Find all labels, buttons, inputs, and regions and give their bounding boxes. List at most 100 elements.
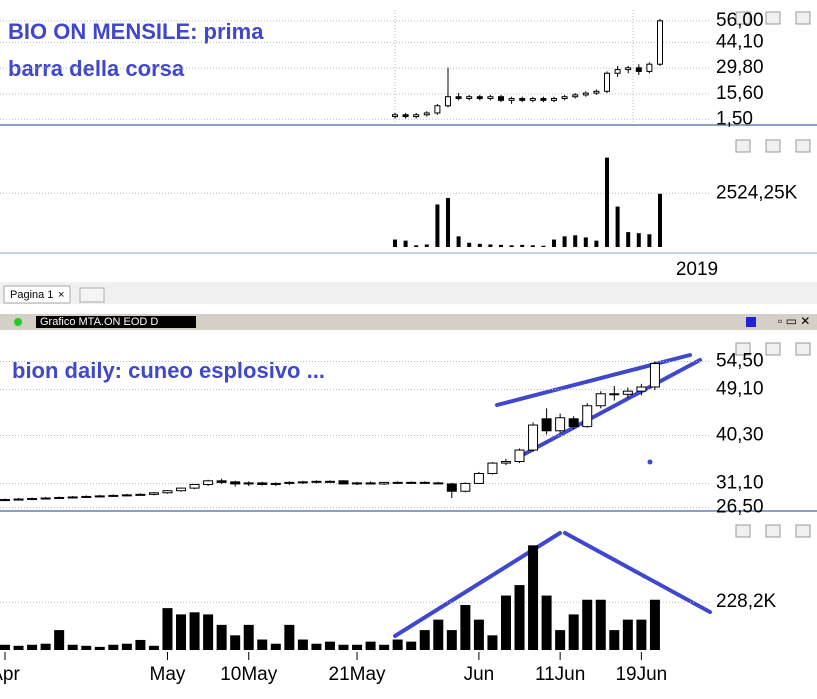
volume-bar [0, 644, 10, 650]
candle-body [541, 418, 552, 432]
candle-body [148, 492, 159, 495]
panel-button[interactable] [795, 11, 811, 25]
volume-bar [499, 244, 503, 247]
volume-bar [541, 245, 546, 247]
new-tab[interactable] [79, 287, 105, 303]
panel-button[interactable] [795, 524, 811, 538]
candle-body [297, 481, 308, 484]
candle-body [555, 417, 566, 432]
volume-bar [419, 630, 430, 650]
candle-body [498, 96, 504, 101]
y-tick-label: 31,10 [716, 472, 764, 493]
panel-button[interactable] [795, 139, 811, 153]
marker-dot [647, 459, 653, 465]
window-icon[interactable] [746, 317, 756, 327]
candle-body [593, 90, 600, 94]
panel-button[interactable] [765, 342, 781, 356]
candle-body [614, 69, 621, 74]
tab[interactable] [3, 285, 71, 304]
candle-body [604, 72, 610, 92]
trendlines [393, 353, 712, 638]
volume-bar [243, 624, 254, 650]
candle-body [473, 473, 484, 484]
candle-body [413, 114, 420, 118]
volume-bar [636, 619, 647, 650]
volume-bar [406, 641, 417, 650]
tab-label[interactable]: Pagina 1 [10, 289, 53, 301]
candle-body [216, 480, 227, 483]
volume-bar [562, 236, 567, 247]
title-bg [36, 316, 196, 328]
panel-button[interactable] [735, 139, 751, 153]
volume-bar [609, 630, 620, 650]
volume-bar [446, 198, 450, 247]
volume-bar [488, 244, 493, 247]
panel-button[interactable] [795, 342, 811, 356]
annotation: BIO ON MENSILE: prima [8, 19, 264, 44]
volume-bar [520, 244, 525, 247]
candle-body [551, 98, 557, 101]
x-tick-label: 11Jun [535, 664, 585, 685]
volume-bar [658, 193, 662, 247]
volume-bar [514, 585, 525, 650]
window-controls[interactable]: ▫ ▭ ✕ [778, 314, 810, 328]
candle-body [402, 114, 409, 118]
volume-bar [338, 644, 349, 650]
volume-bar [605, 157, 609, 247]
volume-bar [270, 643, 281, 650]
y-tick-label: 228,2K [716, 591, 777, 612]
volume-bar [615, 206, 620, 247]
x-tick-label: May [150, 664, 186, 685]
window-titlebar [0, 314, 817, 330]
candle-body [135, 493, 146, 496]
panel-button[interactable] [735, 11, 751, 25]
candle-body [609, 393, 620, 396]
volume-bar [552, 239, 556, 247]
volume-bar [108, 644, 119, 650]
volume-bar [257, 639, 268, 650]
status-dot [14, 318, 22, 326]
volume-bar [647, 234, 652, 247]
candle-body [284, 481, 295, 484]
panel-button[interactable] [765, 524, 781, 538]
y-tick-label: 29,80 [716, 57, 764, 78]
candle-body [514, 449, 525, 463]
volume-bar [433, 619, 444, 650]
panel-button[interactable] [765, 139, 781, 153]
annotation: bion daily: cuneo esplosivo ... [12, 358, 325, 383]
volume-bar [135, 639, 146, 650]
x-tick-label: Apr [0, 664, 20, 685]
candle-body [324, 480, 335, 483]
candle-body [622, 390, 633, 395]
volume-bar [456, 236, 461, 247]
volume-bar [649, 599, 660, 650]
candle-body [646, 63, 653, 72]
candle-body [561, 96, 568, 100]
panel-button[interactable] [735, 524, 751, 538]
candle-body [649, 363, 660, 388]
volume-bar [324, 641, 335, 650]
volume-bar [467, 242, 472, 247]
candle-body [434, 105, 441, 114]
candle-body [625, 67, 632, 71]
volume-bar [230, 635, 241, 650]
panel-button[interactable] [735, 342, 751, 356]
candle-body [476, 96, 483, 100]
candle-body [446, 483, 457, 492]
volume-bar [40, 643, 51, 650]
panel-button[interactable] [765, 11, 781, 25]
candle-body [162, 490, 173, 494]
candle-body [311, 480, 322, 483]
candle-body [657, 20, 663, 65]
tab-close[interactable]: × [58, 289, 64, 301]
tab-bar [0, 282, 817, 304]
volume-bar [392, 639, 403, 650]
candle-body [508, 98, 515, 101]
volume-bar [176, 614, 187, 650]
candle-body [243, 482, 254, 485]
candle-body [433, 482, 444, 485]
candle-body [189, 483, 200, 489]
candle-body [94, 495, 105, 498]
candle-body [500, 461, 511, 464]
